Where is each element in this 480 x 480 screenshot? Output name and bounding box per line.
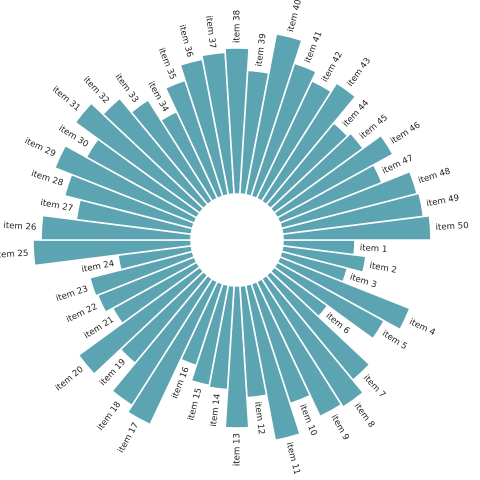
bars-group [32, 32, 432, 442]
bar-label-18: item 18 [96, 400, 124, 433]
bar-36 [179, 58, 230, 198]
bar-label-23: item 23 [55, 284, 90, 304]
bar-label-29: item 29 [23, 136, 57, 159]
bar-label-37: item 37 [203, 15, 217, 49]
bar-label-22: item 22 [65, 302, 99, 325]
bar-23 [88, 250, 196, 297]
bar-label-13: item 13 [233, 433, 243, 466]
bar-label-35: item 35 [156, 47, 177, 81]
bar-label-48: item 48 [417, 166, 452, 186]
bar-38 [224, 47, 250, 195]
bar-43 [260, 81, 357, 206]
bar-8 [260, 274, 365, 409]
bar-label-12: item 12 [252, 401, 266, 435]
bar-20 [77, 265, 205, 376]
bar-label-49: item 49 [426, 193, 460, 209]
bar-3 [278, 250, 349, 284]
bar-label-8: item 8 [352, 402, 376, 430]
bar-label-39: item 39 [254, 33, 268, 67]
bar-37 [200, 51, 235, 196]
bar-13 [224, 285, 250, 429]
bar-12 [239, 284, 268, 399]
bar-5 [273, 261, 386, 340]
bar-17 [126, 277, 219, 426]
bar-26 [40, 214, 193, 241]
bar-label-15: item 15 [186, 387, 204, 422]
bar-label-20: item 20 [54, 365, 86, 394]
bar-48 [278, 170, 419, 230]
bar-label-43: item 43 [346, 56, 374, 89]
bar-7 [265, 270, 371, 382]
bar-29 [53, 144, 198, 225]
bar-24 [117, 244, 194, 271]
bar-45 [269, 132, 365, 215]
bar-label-50: item 50 [435, 221, 469, 233]
bar-11 [244, 282, 302, 442]
bar-label-45: item 45 [358, 113, 390, 142]
bar-19 [119, 270, 209, 365]
bar-27 [75, 198, 194, 236]
bar-33 [130, 98, 214, 206]
bar-46 [273, 134, 395, 219]
bar-2 [280, 244, 367, 274]
bar-25 [32, 239, 193, 267]
bar-14 [207, 284, 235, 391]
bar-label-40: item 40 [286, 0, 304, 33]
bar-49 [280, 192, 425, 236]
bar-16 [179, 280, 224, 367]
bar-42 [255, 79, 333, 203]
bar-label-1: item 1 [359, 243, 387, 255]
bar-30 [85, 137, 201, 219]
bar-44 [265, 121, 349, 210]
bar-47 [276, 163, 384, 225]
bar-21 [111, 261, 201, 325]
bar-label-27: item 27 [39, 198, 73, 214]
bar-label-7: item 7 [361, 373, 387, 400]
bar-50 [281, 214, 432, 241]
bar-41 [250, 62, 318, 200]
bar-40 [244, 32, 303, 198]
bar-22 [96, 255, 198, 314]
bar-label-9: item 9 [329, 413, 351, 442]
bar-label-41: item 41 [303, 30, 324, 64]
bar-label-36: item 36 [176, 24, 194, 59]
bar-label-17: item 17 [116, 421, 141, 455]
bar-18 [110, 274, 214, 407]
bar-label-31: item 31 [50, 85, 82, 114]
bar-39 [239, 69, 270, 196]
bar-35 [164, 79, 224, 200]
bar-label-11: item 11 [284, 441, 302, 476]
bar-label-4: item 4 [407, 317, 436, 338]
bar-label-38: item 38 [233, 10, 243, 43]
bar-10 [250, 280, 312, 405]
bar-32 [101, 97, 209, 210]
bar-label-26: item 26 [3, 221, 37, 233]
bar-label-14: item 14 [209, 393, 223, 427]
bar-15 [190, 282, 230, 387]
bar-4 [276, 255, 411, 331]
bar-31 [74, 101, 205, 215]
bar-34 [159, 110, 219, 203]
bar-label-5: item 5 [380, 329, 409, 352]
bar-label-2: item 2 [369, 261, 398, 276]
bar-label-32: item 32 [81, 75, 111, 106]
bar-6 [269, 265, 329, 318]
bar-label-25: item 25 [0, 249, 29, 261]
bar-28 [63, 173, 196, 230]
bar-9 [255, 277, 343, 418]
bar-label-42: item 42 [320, 50, 345, 84]
bar-label-46: item 46 [389, 120, 422, 146]
bar-label-28: item 28 [30, 169, 65, 189]
